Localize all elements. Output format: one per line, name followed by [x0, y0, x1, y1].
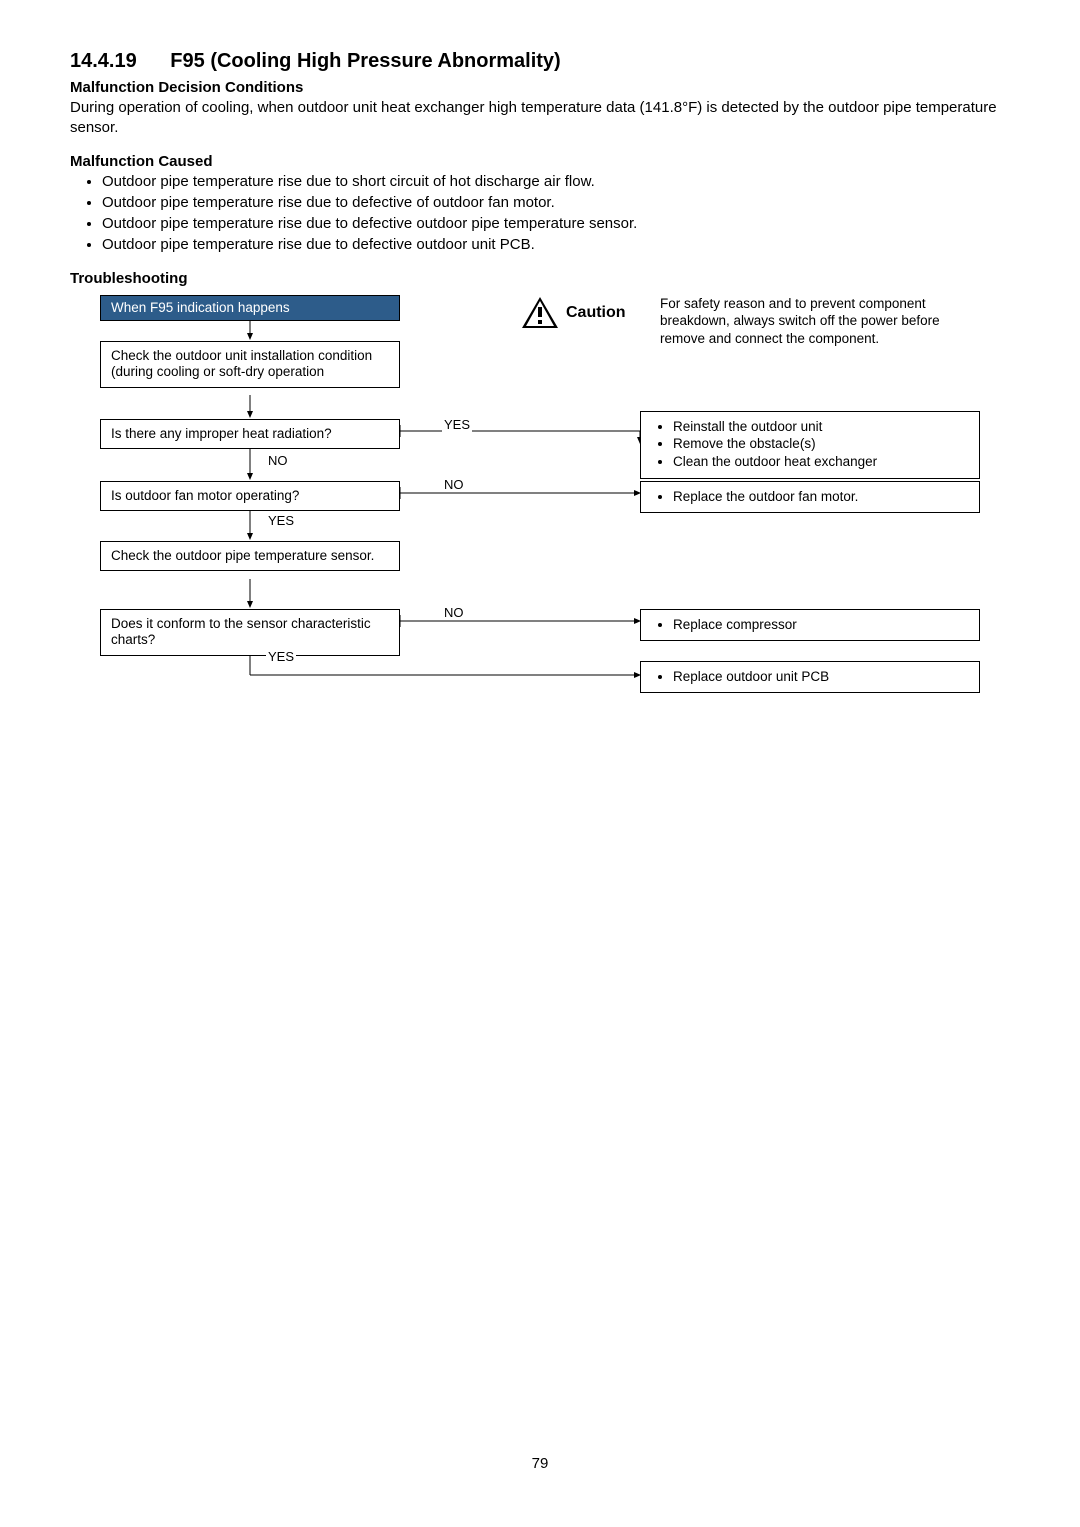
caused-item: Outdoor pipe temperature rise due to sho… [102, 172, 1010, 192]
flow-action-replace-compressor: Replace compressor [640, 609, 980, 642]
flow-q-fan: Is outdoor fan motor operating? [100, 481, 400, 512]
flow-check-install: Check the outdoor unit installation cond… [100, 341, 400, 389]
flowchart: Caution For safety reason and to prevent… [100, 295, 1040, 715]
flow-check-sensor: Check the outdoor pipe temperature senso… [100, 541, 400, 572]
flow-start: When F95 indication happens [100, 295, 400, 321]
section-heading: F95 (Cooling High Pressure Abnormality) [170, 50, 560, 72]
flow-label-no: NO [442, 477, 466, 492]
action-item: Reinstall the outdoor unit [673, 419, 969, 436]
decision-text: During operation of cooling, when outdoo… [70, 98, 1010, 139]
flow-q-conform: Does it conform to the sensor characteri… [100, 609, 400, 657]
caused-heading: Malfunction Caused [70, 153, 1010, 170]
page-number: 79 [70, 1455, 1010, 1472]
flow-action-replace-fan: Replace the outdoor fan motor. [640, 481, 980, 514]
action-item: Clean the outdoor heat exchanger [673, 454, 969, 471]
caused-item: Outdoor pipe temperature rise due to def… [102, 235, 1010, 255]
flow-label-yes: YES [266, 513, 296, 528]
flow-label-yes: YES [266, 649, 296, 664]
flow-label-no: NO [442, 605, 466, 620]
section-title: 14.4.19 F95 (Cooling High Pressure Abnor… [70, 50, 1010, 73]
action-item: Replace the outdoor fan motor. [673, 489, 969, 506]
caution-block: Caution [520, 295, 626, 331]
flow-action-reinstall: Reinstall the outdoor unit Remove the ob… [640, 411, 980, 480]
troubleshooting-heading: Troubleshooting [70, 270, 1010, 287]
flow-q-radiation: Is there any improper heat radiation? [100, 419, 400, 450]
caused-item: Outdoor pipe temperature rise due to def… [102, 214, 1010, 234]
action-item: Replace compressor [673, 617, 969, 634]
flow-label-no: NO [266, 453, 290, 468]
decision-heading: Malfunction Decision Conditions [70, 79, 1010, 96]
caused-item: Outdoor pipe temperature rise due to def… [102, 193, 1010, 213]
warning-icon [520, 295, 560, 331]
caution-text: For safety reason and to prevent compone… [660, 295, 980, 348]
section-number: 14.4.19 [70, 50, 137, 73]
flow-action-replace-pcb: Replace outdoor unit PCB [640, 661, 980, 694]
flow-label-yes: YES [442, 417, 472, 432]
action-item: Replace outdoor unit PCB [673, 669, 969, 686]
caution-label: Caution [566, 304, 626, 322]
action-item: Remove the obstacle(s) [673, 436, 969, 453]
caused-list: Outdoor pipe temperature rise due to sho… [70, 172, 1010, 256]
